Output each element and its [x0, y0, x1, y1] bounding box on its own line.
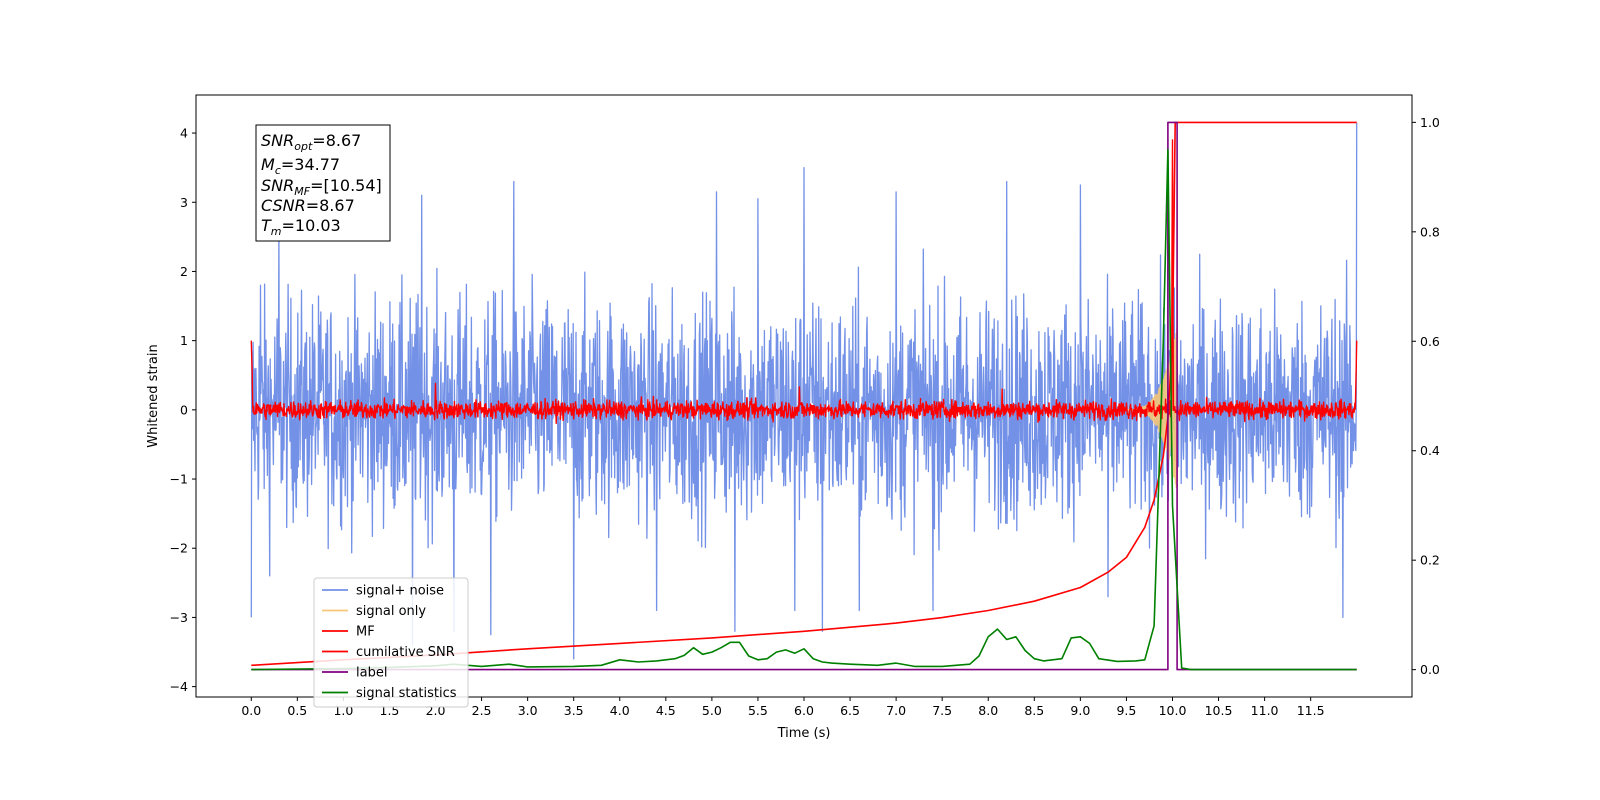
- x-tick-label: 10.5: [1205, 703, 1233, 718]
- info-mc-base: M: [261, 155, 275, 174]
- series-cumulative-snr: [251, 121, 1357, 667]
- info-tm-base: T: [261, 216, 272, 235]
- y-tick-label-right: 0.2: [1420, 553, 1440, 568]
- y-axis-label-left: Whitened strain: [146, 344, 161, 447]
- x-tick-label: 0.0: [241, 703, 261, 718]
- y-tick-label-right: 0.6: [1420, 334, 1440, 349]
- y-tick-label-right: 0.4: [1420, 443, 1440, 458]
- x-tick-label: 5.0: [702, 703, 722, 718]
- y-tick-label-left: 3: [180, 195, 188, 210]
- x-tick-label: 7.0: [886, 703, 906, 718]
- y-tick-label-left: 0: [180, 402, 188, 417]
- x-tick-label: 4.5: [656, 703, 676, 718]
- info-snr-mf-base: SNR: [261, 176, 294, 195]
- y-tick-label-right: 1.0: [1420, 115, 1440, 130]
- info-box-frame: [255, 124, 391, 242]
- x-tick-label: 6.0: [794, 703, 814, 718]
- x-tick-label: 11.5: [1297, 703, 1325, 718]
- legend: signal+ noise signal only MF cumilative SNR…: [313, 577, 469, 708]
- y-tick-label-right: 0.0: [1420, 662, 1440, 677]
- info-snr-opt-base: SNR: [261, 131, 294, 150]
- x-tick-label: 9.0: [1070, 703, 1090, 718]
- info-snr-opt: SNRopt=8.67: [261, 131, 361, 153]
- x-tick-label: 4.0: [610, 703, 630, 718]
- series-mf: [250, 139, 1358, 425]
- x-tick-label: 2.5: [472, 703, 492, 718]
- info-snr-mf-sub: MF: [294, 185, 310, 198]
- ticks-layer: 0.0 0.5 1.0 1.5 2.0 2.5 3.0 3.5 4.0 4.5 5.0 5.5 6.0 6…: [170, 115, 1440, 718]
- legend-frame: [313, 577, 469, 708]
- info-snr-opt-sub: opt: [294, 140, 313, 153]
- x-axis-label: Time (s): [777, 726, 831, 741]
- x-tick-label: 8.0: [978, 703, 998, 718]
- x-tick-label: 11.0: [1251, 703, 1279, 718]
- info-csnr-value: =8.67: [306, 196, 355, 215]
- series-layer: [250, 121, 1358, 671]
- info-box: SNRopt=8.67 Mc=34.77 SNRMF=[10.54] CSNR=…: [255, 124, 391, 242]
- info-mc: Mc=34.77: [261, 155, 340, 177]
- y-tick-label-left: 1: [180, 333, 188, 348]
- x-tick-label: 8.5: [1024, 703, 1044, 718]
- legend-entry-label: signal only: [356, 604, 426, 619]
- y-tick-label-left: −4: [170, 679, 188, 694]
- y-tick-label-left: −2: [170, 541, 188, 556]
- x-tick-label: 9.5: [1116, 703, 1136, 718]
- legend-entry-label: signal+ noise: [356, 584, 444, 599]
- y-tick-label-right: 0.8: [1420, 224, 1440, 239]
- y-tick-label-left: −3: [170, 610, 188, 625]
- info-mc-value: =34.77: [281, 155, 340, 174]
- x-tick-label: 6.5: [840, 703, 860, 718]
- info-tm-value: =10.03: [282, 216, 341, 235]
- info-csnr: CSNR=8.67: [261, 196, 355, 215]
- x-tick-label: 3.0: [518, 703, 538, 718]
- x-tick-label: 10.0: [1159, 703, 1187, 718]
- info-snr-mf: SNRMF=[10.54]: [261, 176, 382, 198]
- legend-entry-label: MF: [356, 625, 375, 640]
- x-tick-label: 3.5: [564, 703, 584, 718]
- series-signal-statistics: [251, 148, 1357, 671]
- y-tick-label-left: −1: [170, 472, 188, 487]
- x-tick-label: 0.5: [287, 703, 307, 718]
- info-tm-sub: m: [271, 225, 282, 238]
- info-mc-sub: c: [275, 164, 281, 177]
- info-snr-opt-value: =8.67: [312, 131, 361, 150]
- info-csnr-base: CSNR: [261, 196, 306, 215]
- info-snr-mf-value: =[10.54]: [310, 176, 382, 195]
- x-tick-label: 5.5: [748, 703, 768, 718]
- legend-entry-label: signal statistics: [356, 686, 457, 701]
- y-tick-label-left: 4: [180, 126, 188, 141]
- legend-entry-label: cumilative SNR: [356, 645, 455, 660]
- x-tick-label: 7.5: [932, 703, 952, 718]
- y-tick-label-left: 2: [180, 264, 188, 279]
- legend-entry-label: label: [356, 666, 387, 681]
- info-tm: Tm=10.03: [261, 216, 341, 238]
